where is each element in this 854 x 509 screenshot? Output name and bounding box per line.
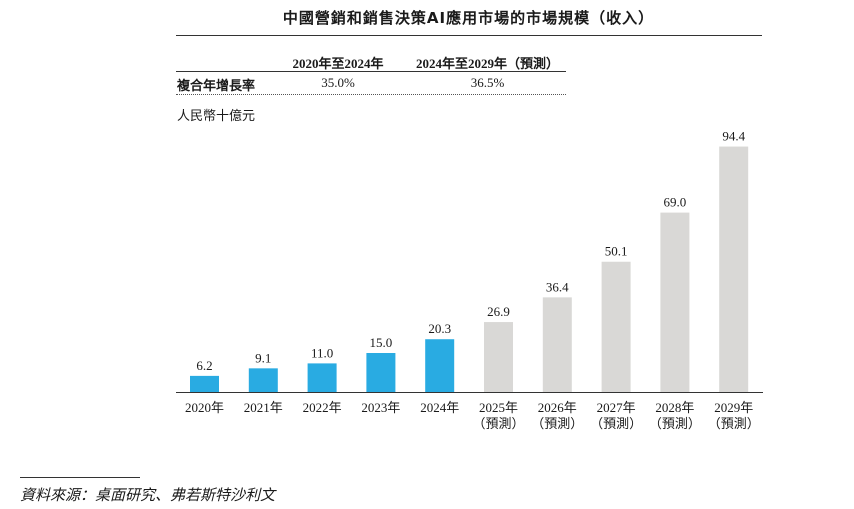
x-tick-label-6: 2026年 <box>538 400 577 415</box>
bar-8 <box>660 212 690 392</box>
cagr-header-rule <box>176 71 566 72</box>
data-label-8: 69.0 <box>664 195 687 210</box>
x-tick-label-8: 2028年 <box>655 400 694 415</box>
data-label-1: 9.1 <box>255 350 271 365</box>
x-tick-label-9: 2029年 <box>714 400 753 415</box>
x-tick-sublabel-6: （預測） <box>531 416 583 431</box>
chart-title: 中國營銷和銷售決策AI應用市場的市場規模（收入） <box>282 9 655 27</box>
x-tick-label-5: 2025年 <box>479 400 518 415</box>
bar-1 <box>248 368 278 392</box>
x-tick-label-2: 2022年 <box>303 400 342 415</box>
bar-2 <box>307 363 337 392</box>
data-label-4: 20.3 <box>428 321 451 336</box>
bar-6 <box>542 297 572 392</box>
unit-label: 人民幣十億元 <box>177 108 256 123</box>
bar-7 <box>601 261 631 392</box>
cagr-bottom-rule <box>176 94 566 95</box>
cagr-row-label: 複合年增長率 <box>177 79 256 94</box>
x-tick-label-7: 2027年 <box>597 400 636 415</box>
data-label-7: 50.1 <box>605 244 628 259</box>
bar-0 <box>190 375 219 392</box>
title-underline <box>176 35 762 36</box>
x-tick-label-1: 2021年 <box>244 400 283 415</box>
data-label-6: 36.4 <box>546 279 569 294</box>
bar-chart: 6.2 2020年 9.1 2021年 11.0 2022年 15.0 2023年 20.3 20… <box>176 129 763 431</box>
source-rule <box>20 477 140 478</box>
data-label-0: 6.2 <box>196 358 212 373</box>
data-label-9: 94.4 <box>722 129 745 144</box>
cagr-header-2020-2024: 2020年至2024年 <box>292 56 384 71</box>
bar-4 <box>425 339 455 392</box>
x-tick-label-0: 2020年 <box>185 400 224 415</box>
x-tick-sublabel-8: （預測） <box>649 416 701 431</box>
cagr-value-2020-2024: 35.0% <box>321 75 355 90</box>
data-label-3: 15.0 <box>370 335 393 350</box>
cagr-header-2024-2029: 2024年至2029年（預測） <box>415 56 559 71</box>
x-tick-label-4: 2024年 <box>420 400 459 415</box>
cagr-value-2024-2029: 36.5% <box>470 75 505 90</box>
x-tick-sublabel-5: （預測） <box>472 416 524 431</box>
x-tick-sublabel-7: （預測） <box>590 416 642 431</box>
x-tick-sublabel-9: （預測） <box>708 416 760 431</box>
bar-5 <box>484 322 513 392</box>
data-label-2: 11.0 <box>311 345 333 360</box>
x-tick-label-3: 2023年 <box>361 400 400 415</box>
bar-3 <box>366 353 396 392</box>
source-note: 資料來源：桌面研究、弗若斯特沙利文 <box>20 488 276 504</box>
data-label-5: 26.9 <box>487 304 510 319</box>
bar-9 <box>719 146 749 392</box>
